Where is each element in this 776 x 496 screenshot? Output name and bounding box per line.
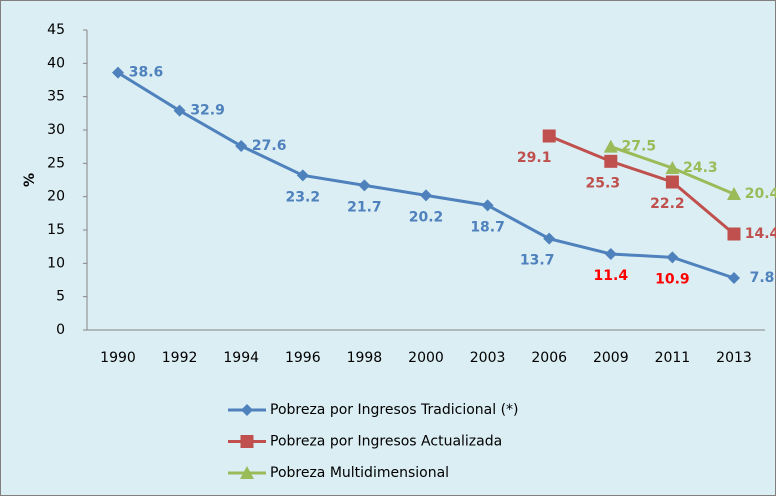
point xyxy=(665,175,679,189)
x-tick-label: 2003 xyxy=(470,350,506,366)
series-line xyxy=(548,134,735,236)
data-label: 18.7 xyxy=(470,219,505,235)
y-tick-label: 45 xyxy=(47,22,65,38)
point xyxy=(727,187,741,200)
x-tick-label: 1992 xyxy=(162,350,198,366)
point xyxy=(296,169,309,182)
data-label: 32.9 xyxy=(190,103,225,119)
data-label: 20.4 xyxy=(745,186,776,202)
y-tick-label: 15 xyxy=(47,222,65,238)
y-tick-label: 10 xyxy=(47,255,65,271)
point xyxy=(542,129,556,143)
y-tick-label: 35 xyxy=(47,89,65,105)
point xyxy=(728,272,740,284)
data-label: 21.7 xyxy=(347,199,382,215)
data-label: 24.3 xyxy=(683,160,718,176)
data-label: 7.8 xyxy=(750,270,775,286)
data-label: 14.4 xyxy=(745,226,776,242)
data-label: 23.2 xyxy=(286,189,321,205)
legend-label: Pobreza por Ingresos Tradicional (*) xyxy=(270,402,519,418)
data-label: 29.1 xyxy=(517,150,552,166)
data-label: 27.5 xyxy=(622,139,657,155)
point xyxy=(241,404,253,416)
data-label: 27.6 xyxy=(252,138,287,154)
data-label: 38.6 xyxy=(129,65,164,81)
data-label: 20.2 xyxy=(409,209,444,225)
x-tick-label: 2011 xyxy=(655,350,691,366)
x-tick-label: 1996 xyxy=(285,350,321,366)
y-tick-label: 0 xyxy=(56,322,65,338)
point xyxy=(666,251,679,264)
point xyxy=(543,232,556,245)
data-label: 22.2 xyxy=(650,196,685,212)
point xyxy=(603,139,618,153)
y-axis-label: % xyxy=(22,173,38,187)
y-tick-label: 30 xyxy=(47,122,65,138)
point xyxy=(604,248,617,260)
x-tick-label: 1990 xyxy=(100,350,136,366)
point xyxy=(420,189,432,202)
x-tick-label: 2013 xyxy=(716,350,752,366)
y-tick-label: 5 xyxy=(56,289,65,305)
point xyxy=(235,140,248,152)
data-label: 25.3 xyxy=(586,175,621,191)
x-tick-label: 1994 xyxy=(223,350,259,366)
x-tick-label: 2009 xyxy=(593,350,629,366)
x-tick-label: 1998 xyxy=(347,350,383,366)
point xyxy=(240,435,254,448)
point xyxy=(727,227,741,241)
data-label: 10.9 xyxy=(655,271,690,287)
x-tick-label: 2000 xyxy=(408,350,444,366)
point xyxy=(604,154,618,168)
point xyxy=(665,161,680,174)
y-tick-label: 25 xyxy=(47,155,65,171)
data-label: 11.4 xyxy=(594,268,629,284)
x-tick-label: 2006 xyxy=(531,350,567,366)
y-tick-label: 20 xyxy=(47,189,65,205)
y-tick-label: 40 xyxy=(47,55,65,71)
legend-label: Pobreza por Ingresos Actualizada xyxy=(270,434,502,450)
point xyxy=(358,179,371,192)
point xyxy=(240,466,254,479)
point xyxy=(173,104,186,117)
point xyxy=(112,66,124,79)
legend-label: Pobreza Multidimensional xyxy=(270,465,449,481)
point xyxy=(481,199,494,212)
data-label: 13.7 xyxy=(520,253,555,269)
